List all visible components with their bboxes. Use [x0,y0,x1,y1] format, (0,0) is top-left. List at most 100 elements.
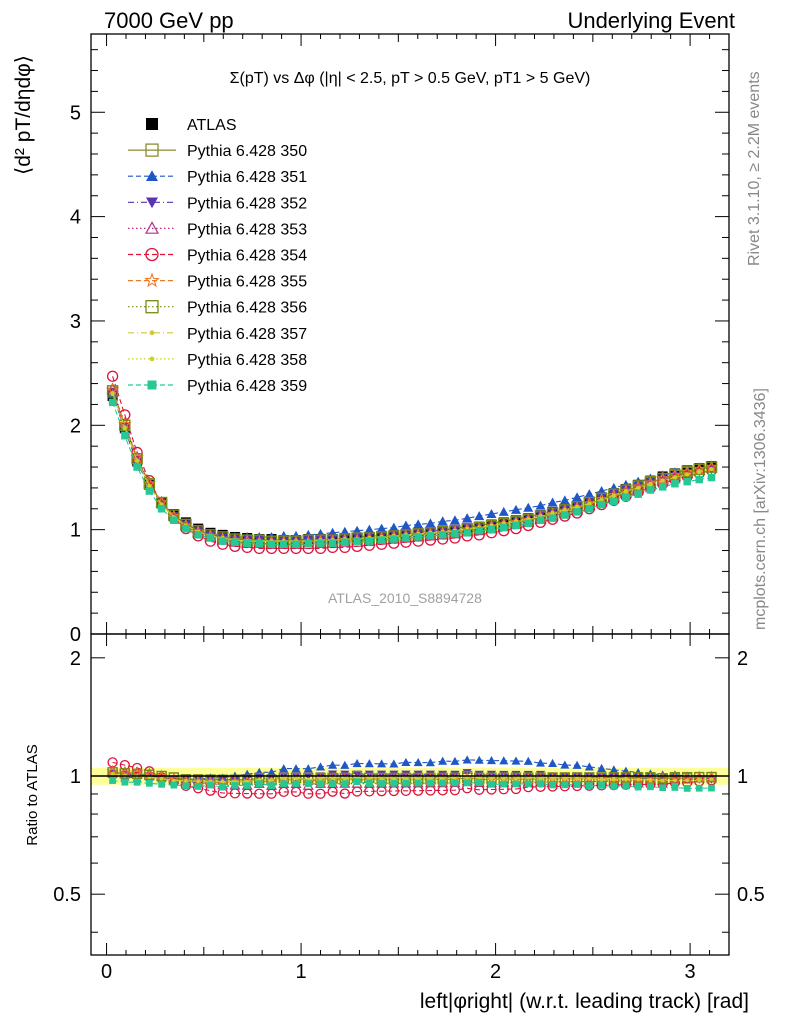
marker [108,398,117,407]
series-359-ratio-point [280,780,288,788]
marker [695,784,703,792]
series-359-point [438,531,447,539]
marker [523,756,533,765]
marker [303,788,314,799]
marker [119,768,130,779]
series-351-ratio-point [450,756,460,765]
legend-marker-356 [145,300,159,314]
marker [170,781,178,789]
series-359-ratio-point [231,782,239,789]
marker [598,781,605,789]
marker [413,519,424,529]
series-351-ratio-point [548,758,558,767]
series-351-ratio-point [462,755,472,764]
series-359-point [328,539,337,547]
series-359-point [561,511,569,519]
legend-label-355: Pythia 6.428 355 [187,274,307,291]
marker [451,779,459,787]
marker [146,197,158,209]
marker [157,505,166,513]
series-356-ratio-point [107,767,118,778]
series-358-ratio-point [624,777,628,782]
legend-label-357: Pythia 6.428 357 [187,326,307,343]
marker [624,777,628,782]
chart-title: Σ(pT) vs Δφ (|η| < 2.5, pT > 0.5 GeV, pT… [230,70,591,87]
marker [537,780,544,788]
series-359-ratio-point [317,780,324,788]
marker [377,759,387,768]
marker [353,778,361,786]
series-356-ratio-point [608,772,619,783]
series-358-point [636,485,641,490]
series-358-ratio-point [220,779,225,784]
series-358-ratio-point [550,777,555,781]
series-355-ratio-point [583,772,596,785]
series-359-ratio-point [207,781,214,789]
analysis-watermark: ATLAS_2010_S8894728 [328,590,482,606]
series-359-ratio-point [414,779,422,787]
marker [536,516,545,525]
series-351-ratio-point [340,760,350,769]
series-356-ratio-point [131,768,143,780]
marker [511,504,522,514]
series-356-ratio-point [596,772,607,783]
series-359-ratio-point [549,781,556,789]
marker [327,786,338,797]
series-359-ratio-point [390,779,398,787]
marker [172,778,176,783]
marker [634,783,642,791]
marker [437,516,448,526]
marker [341,538,349,546]
marker [450,756,460,765]
series-352-line [112,391,712,541]
legend-label-358: Pythia 6.428 358 [187,352,307,369]
marker [611,494,616,499]
marker [705,461,718,473]
series-358-point [587,501,592,506]
series-359-point [573,508,581,516]
marker [498,506,509,516]
series-351-ratio-point [572,760,582,769]
series-359-ratio-point [255,780,263,788]
marker [659,784,667,792]
y-tick-label: 3 [70,311,81,333]
legend-marker-352 [146,197,158,209]
series-358-point [685,472,690,477]
series-351-point [449,515,460,525]
series-359-ratio-point [695,784,703,792]
marker [623,490,628,495]
marker [279,764,289,773]
series-351-point [376,523,387,533]
marker [622,782,630,790]
marker [695,475,703,484]
series-359-ratio-point [439,779,447,787]
marker [524,780,532,788]
marker [489,777,494,782]
series-356-ratio-point [584,772,595,783]
rivet-label: Rivet 3.1.10, ≥ 2.2M events [746,71,763,266]
series-351-ratio-point [364,759,374,768]
series-354-ratio-point [254,788,265,799]
series-351-point [425,518,436,528]
marker [583,772,596,785]
marker [294,776,298,780]
marker [487,755,497,765]
marker [131,446,143,459]
series-356-ratio-point [706,771,717,783]
marker [315,788,326,799]
marker [449,515,460,525]
y-tick-label: 4 [70,207,81,229]
marker [512,780,520,788]
series-359-point [353,537,361,545]
marker [145,143,159,157]
series-354-ratio-point [290,786,302,798]
series-358-ratio-point [184,779,188,783]
series-354-line [112,376,712,549]
marker [451,530,459,538]
marker [231,782,239,789]
series-351-point [547,497,558,507]
marker [585,505,594,513]
marker [146,118,158,130]
marker [512,521,520,530]
series-351-ratio-point [328,760,338,769]
